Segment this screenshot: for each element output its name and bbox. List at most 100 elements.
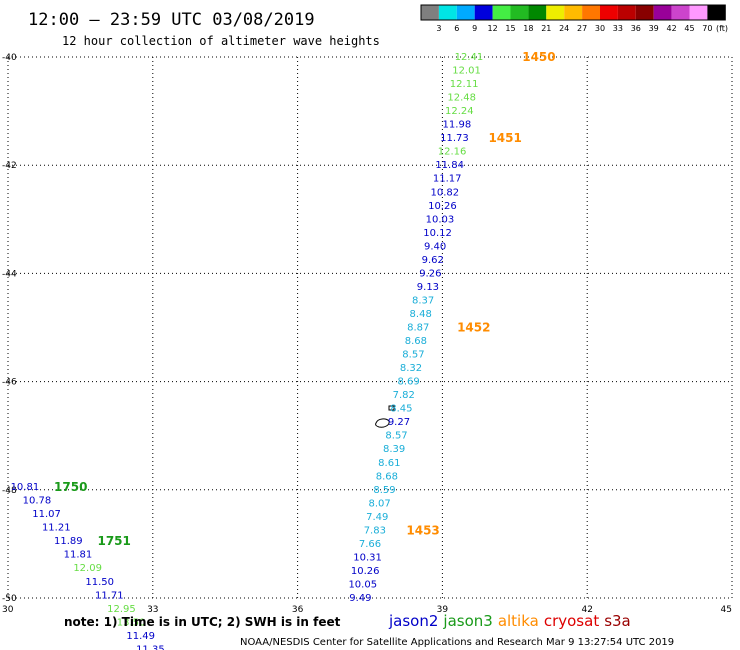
scale-swatch bbox=[510, 5, 529, 20]
scale-swatch bbox=[528, 5, 547, 20]
y-axis-ticks: -40 -42 -44 -46 -48 -50 bbox=[2, 53, 17, 604]
island-small bbox=[388, 405, 395, 411]
scale-tick-label: 42 bbox=[667, 24, 677, 33]
swh-value-label: 10.82 bbox=[430, 187, 459, 198]
scale-tick-label: 12 bbox=[488, 24, 498, 33]
swh-value-label: 10.26 bbox=[351, 566, 380, 577]
swh-value-label: 12.16 bbox=[438, 147, 467, 158]
pass-time-label: 1453 bbox=[406, 523, 439, 537]
swh-value-label: 12.01 bbox=[452, 66, 481, 77]
swh-value-label: 12.09 bbox=[73, 563, 102, 574]
scale-swatch bbox=[582, 5, 600, 20]
swh-value-label: 8.59 bbox=[373, 485, 395, 496]
swh-value-label: 7.82 bbox=[393, 390, 415, 401]
swh-value-label: 9.49 bbox=[349, 593, 371, 604]
swh-value-label: 9.27 bbox=[388, 417, 410, 428]
island-outlines bbox=[375, 405, 395, 428]
swh-value-label: 8.32 bbox=[400, 363, 422, 374]
y-tick-label: -44 bbox=[2, 269, 17, 279]
swh-value-label: 11.98 bbox=[443, 120, 472, 131]
pass-time-label: 1451 bbox=[488, 131, 521, 145]
scale-tick-label: 18 bbox=[523, 24, 533, 33]
scale-swatch bbox=[707, 5, 726, 20]
satellite-name: jason2 bbox=[388, 612, 438, 630]
y-tick-label: -40 bbox=[2, 53, 17, 63]
scale-tick-label: 39 bbox=[649, 24, 659, 33]
swh-value-label: 7.66 bbox=[359, 539, 381, 550]
y-tick-label: -42 bbox=[2, 161, 17, 171]
scale-border bbox=[420, 4, 726, 21]
swh-value-label: 11.49 bbox=[126, 631, 155, 642]
swh-value-label: 8.39 bbox=[383, 444, 405, 455]
swh-value-label: 10.81 bbox=[11, 482, 40, 493]
swh-value-label: 11.89 bbox=[54, 536, 83, 547]
y-tick-label: -46 bbox=[2, 378, 17, 388]
plot-grid bbox=[7, 56, 733, 599]
swh-value-label: 8.87 bbox=[407, 323, 429, 334]
island-large bbox=[375, 418, 390, 428]
swh-value-label: 11.81 bbox=[64, 550, 93, 561]
scale-tick-label: 24 bbox=[559, 24, 569, 33]
pass-time-label: 1750 bbox=[54, 480, 87, 494]
swh-value-label: 11.17 bbox=[433, 174, 462, 185]
swh-value-label: 7.83 bbox=[364, 525, 386, 536]
scale-tick-label: 33 bbox=[613, 24, 623, 33]
scale-swatch bbox=[456, 5, 475, 20]
swh-value-label: 8.45 bbox=[390, 404, 412, 415]
scale-swatch bbox=[474, 5, 493, 20]
footer-credit: NOAA/NESDIS Center for Satellite Applica… bbox=[240, 637, 674, 648]
satellite-name: s3a bbox=[604, 612, 631, 630]
swh-value-label: 12.11 bbox=[450, 79, 479, 90]
footer-note: note: 1) Time is in UTC; 2) SWH is in fe… bbox=[64, 615, 341, 629]
satellite-legend: jason2 jason3 altika cryosat s3a bbox=[388, 612, 631, 630]
swh-value-label: 9.40 bbox=[424, 241, 446, 252]
swh-value-label: 8.61 bbox=[378, 458, 400, 469]
scale-tick-label: 3 bbox=[436, 24, 441, 33]
swh-value-label: 11.73 bbox=[440, 133, 469, 144]
swh-value-label: 12.48 bbox=[447, 93, 476, 104]
scale-swatch bbox=[671, 5, 690, 20]
swh-value-label: 10.26 bbox=[428, 201, 457, 212]
x-tick-label: 39 bbox=[437, 605, 449, 615]
scale-tick-label: 36 bbox=[631, 24, 641, 33]
scale-tick-label: 27 bbox=[577, 24, 587, 33]
swh-value-label: 8.68 bbox=[376, 471, 398, 482]
swh-value-label: 11.71 bbox=[95, 590, 124, 601]
x-tick-label: 45 bbox=[721, 605, 732, 615]
swh-value-label: 8.07 bbox=[369, 498, 391, 509]
swh-value-label: 8.57 bbox=[385, 431, 407, 442]
swh-value-label: 7.49 bbox=[366, 512, 388, 523]
y-tick-label: -48 bbox=[2, 486, 17, 496]
swh-value-label: 11.21 bbox=[42, 523, 71, 534]
scale-tick-label: 30 bbox=[595, 24, 605, 33]
swh-value-label: 8.48 bbox=[410, 309, 432, 320]
swh-value-label: 10.03 bbox=[426, 214, 455, 225]
x-tick-label: 30 bbox=[2, 605, 14, 615]
swh-value-label: 11.35 bbox=[136, 644, 165, 650]
swh-value-label: 8.57 bbox=[402, 350, 424, 361]
scale-tick-label: 15 bbox=[505, 24, 515, 33]
scale-swatch bbox=[635, 5, 654, 20]
scale-swatch bbox=[438, 5, 457, 20]
scale-swatch bbox=[492, 5, 511, 20]
x-tick-label: 42 bbox=[581, 605, 592, 615]
swh-value-label: 9.13 bbox=[417, 282, 439, 293]
swh-value-label: 8.68 bbox=[405, 336, 427, 347]
x-tick-label: 36 bbox=[292, 605, 304, 615]
swh-value-label: 8.69 bbox=[397, 377, 419, 388]
scale-tick-label: 21 bbox=[541, 24, 551, 33]
scale-tick-label: 70 bbox=[702, 24, 712, 33]
x-axis-ticks: 30 33 36 39 42 45 bbox=[2, 605, 732, 615]
pass-time-labels: 1450 1451 1452 1453 1750 1751 bbox=[54, 50, 556, 548]
swh-value-label: 12.95 bbox=[107, 604, 136, 615]
scale-swatch bbox=[421, 5, 439, 20]
swh-value-label: 10.12 bbox=[423, 228, 452, 239]
swh-value-label: 10.31 bbox=[353, 552, 382, 563]
satellite-name: jason3 bbox=[442, 612, 492, 630]
scale-unit-label: (ft) bbox=[716, 24, 728, 33]
scale-swatch bbox=[546, 5, 565, 20]
satellite-name: altika bbox=[498, 612, 539, 630]
scale-swatch bbox=[653, 5, 672, 20]
swh-value-label: 9.26 bbox=[419, 268, 441, 279]
swh-observations: 12.41 12.01 12.11 12.48 12.24 11.98 11.73 12.16… bbox=[11, 52, 484, 650]
